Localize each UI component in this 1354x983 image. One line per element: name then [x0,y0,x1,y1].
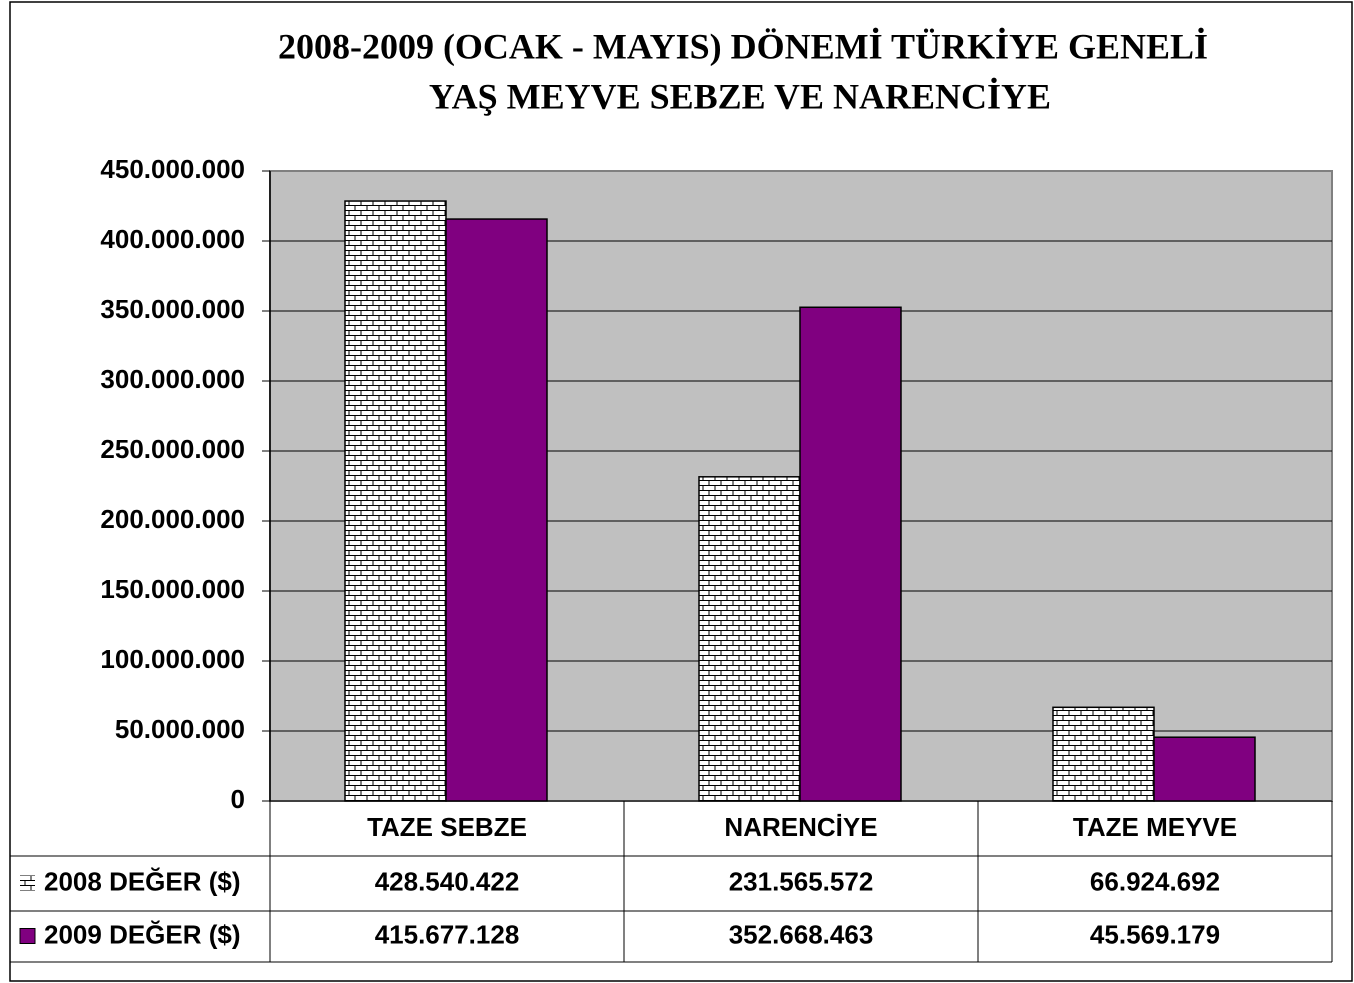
x-tick-label: TAZE MEYVE [1073,812,1237,842]
bar [344,200,447,802]
legend-label: 2008 DEĞER ($) [44,866,241,896]
value-label: 66.924.692 [1090,866,1220,896]
y-tick-label: 300.000.000 [100,364,245,394]
bar [445,218,548,802]
y-tick-label: 150.000.000 [100,574,245,604]
value-label: 45.569.179 [1090,919,1220,949]
y-tick-label: 100.000.000 [100,644,245,674]
bar [799,306,902,802]
value-label: 352.668.463 [729,919,874,949]
y-tick-label: 400.000.000 [100,224,245,254]
value-label: 415.677.128 [375,919,520,949]
legend-key [20,875,35,891]
chart-title: YAŞ MEYVE SEBZE VE NARENCİYE [429,76,1051,116]
bar [698,476,801,802]
x-tick-label: TAZE SEBZE [367,812,527,842]
y-tick-label: 250.000.000 [100,434,245,464]
value-label: 231.565.572 [729,866,874,896]
bar [1052,706,1155,802]
y-tick-label: 0 [231,784,245,814]
y-tick-label: 350.000.000 [100,294,245,324]
chart-title: 2008-2009 (OCAK - MAYIS) DÖNEMİ TÜRKİYE … [278,26,1208,66]
legend-key [19,928,36,944]
bar [1153,736,1256,802]
value-label: 428.540.422 [375,866,520,896]
y-tick-label: 50.000.000 [115,714,245,744]
y-tick-label: 450.000.000 [100,154,245,184]
x-tick-label: NARENCİYE [724,812,877,842]
y-tick-label: 200.000.000 [100,504,245,534]
legend-label: 2009 DEĞER ($) [44,919,241,949]
